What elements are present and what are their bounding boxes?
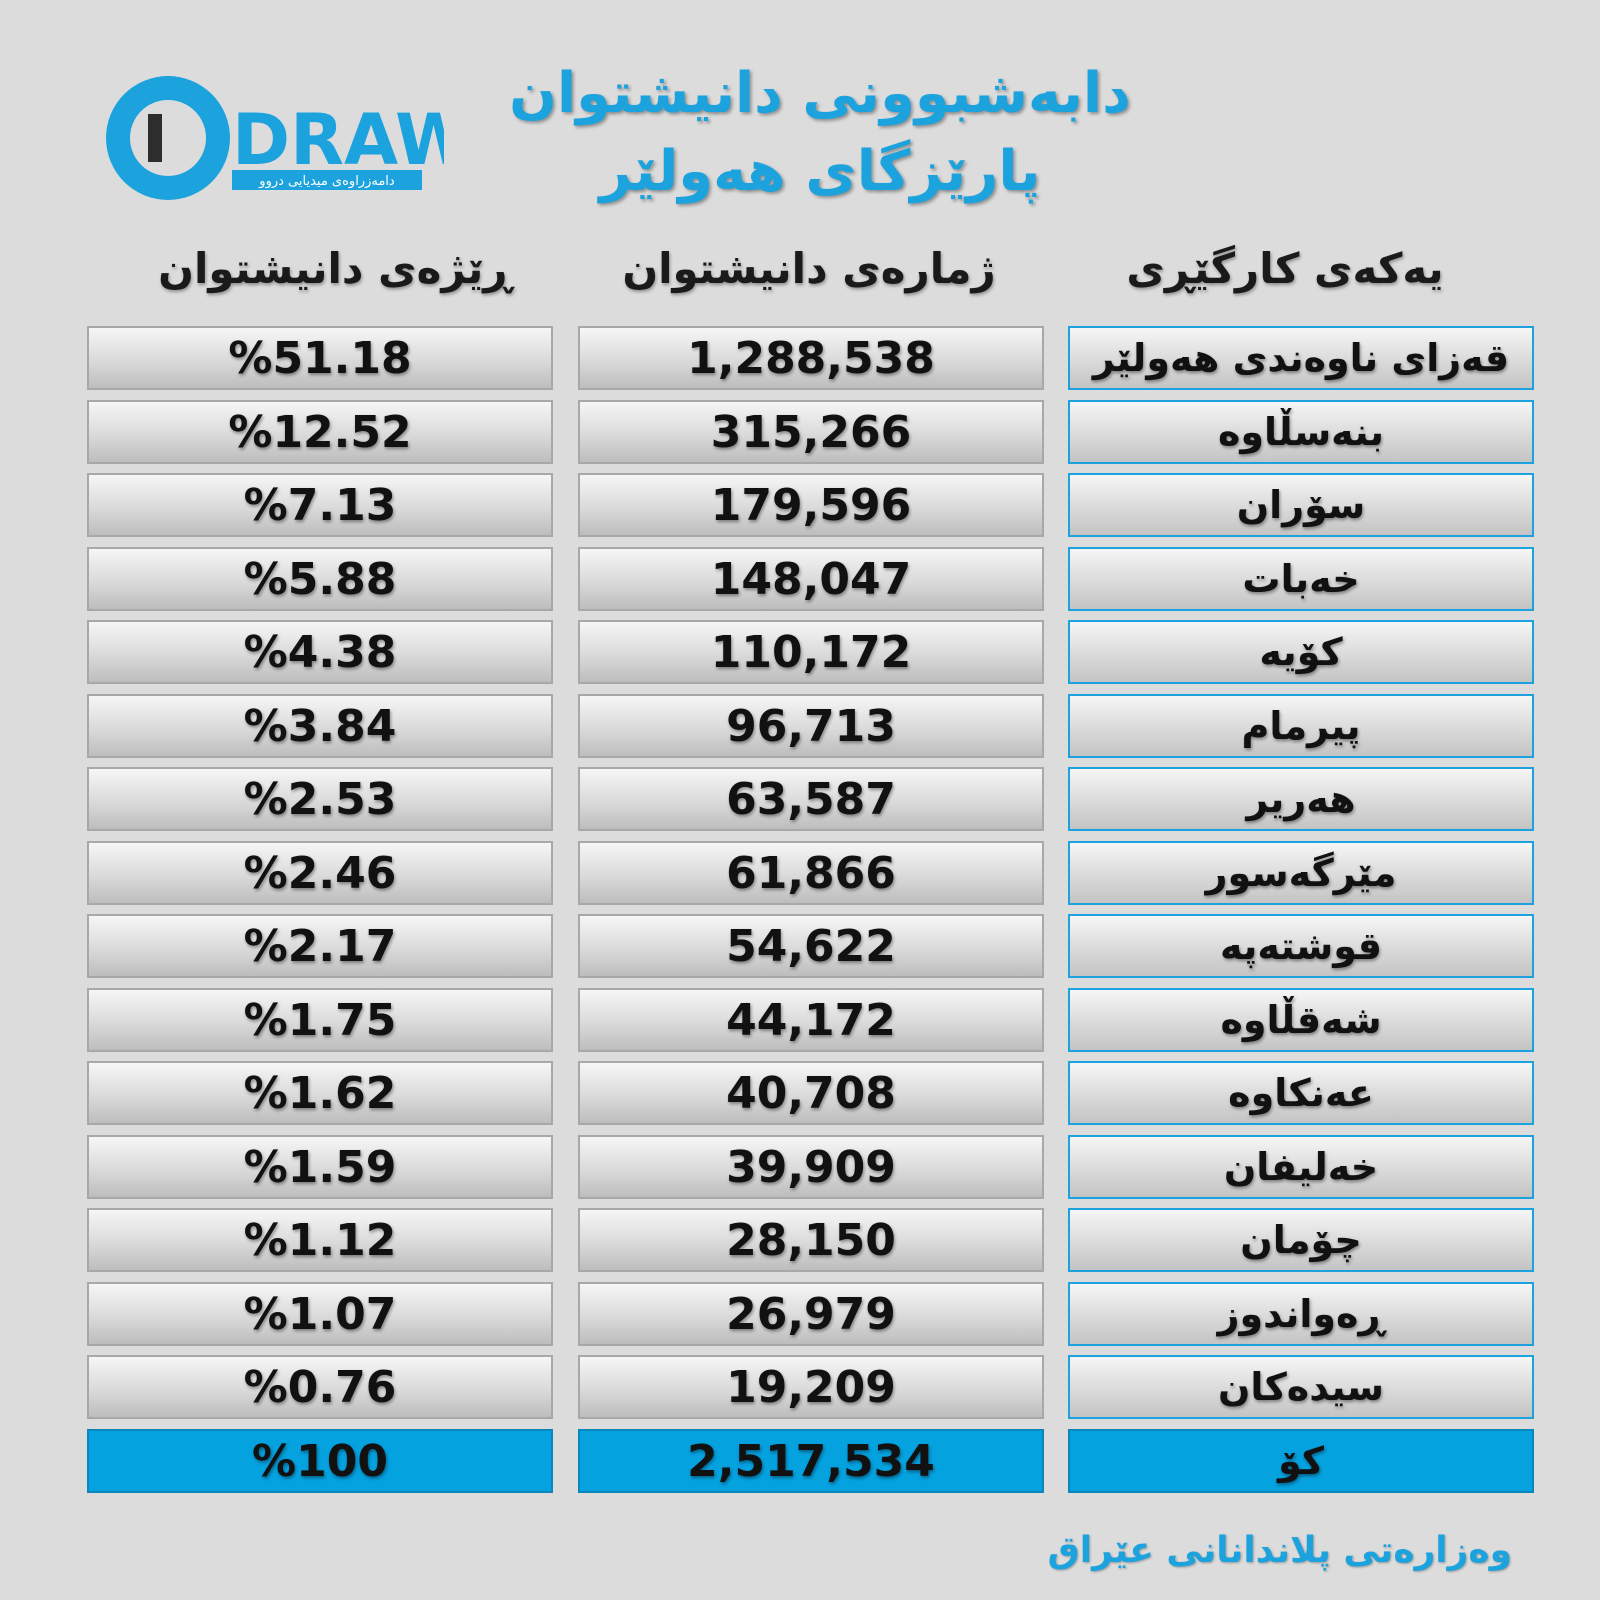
table-share-cell: %0.76 <box>87 1355 553 1419</box>
table-share-cell: %1.07 <box>87 1282 553 1346</box>
page-title-line1: دابەشبوونی دانیشتوان <box>509 61 1131 126</box>
table-unit-cell: هەریر <box>1068 767 1534 831</box>
table-population-cell: 110,172 <box>578 620 1044 684</box>
table-unit-cell: شەقڵاوە <box>1068 988 1534 1052</box>
table-unit-cell: مێرگەسور <box>1068 841 1534 905</box>
table-population-cell: 40,708 <box>578 1061 1044 1125</box>
table-population-cell: 44,172 <box>578 988 1044 1052</box>
table-share-cell: %2.53 <box>87 767 553 831</box>
table-unit-cell: بنەسڵاوە <box>1068 400 1534 464</box>
table-unit-cell: خەبات <box>1068 547 1534 611</box>
total-unit-cell: کۆ <box>1068 1429 1534 1493</box>
column-header-population: ژمارەی دانیشتوان <box>622 244 996 293</box>
page-title-line2: پارێزگای هەولێر <box>599 139 1041 204</box>
logo-tagline: دامەزراوەی میدیایی دروو <box>258 174 395 189</box>
total-share-cell: %100 <box>87 1429 553 1493</box>
table-population-cell: 19,209 <box>578 1355 1044 1419</box>
table-share-cell: %1.12 <box>87 1208 553 1272</box>
table-share-cell: %3.84 <box>87 694 553 758</box>
logo-wordmark: DRAW <box>232 99 444 181</box>
table-share-cell: %5.88 <box>87 547 553 611</box>
table-unit-cell: کۆیە <box>1068 620 1534 684</box>
table-population-cell: 63,587 <box>578 767 1044 831</box>
table-population-cell: 315,266 <box>578 400 1044 464</box>
table-population-cell: 28,150 <box>578 1208 1044 1272</box>
table-share-cell: %12.52 <box>87 400 553 464</box>
table-unit-cell: خەلیفان <box>1068 1135 1534 1199</box>
column-header-unit: یەکەی کارگێڕی <box>1126 244 1444 293</box>
table-share-cell: %4.38 <box>87 620 553 684</box>
table-population-cell: 26,979 <box>578 1282 1044 1346</box>
table-share-cell: %1.62 <box>87 1061 553 1125</box>
table-population-cell: 96,713 <box>578 694 1044 758</box>
table-unit-cell: قەزای ناوەندی هەولێر <box>1068 326 1534 390</box>
table-unit-cell: عەنکاوە <box>1068 1061 1534 1125</box>
table-share-cell: %1.75 <box>87 988 553 1052</box>
table-unit-cell: سۆران <box>1068 473 1534 537</box>
table-share-cell: %1.59 <box>87 1135 553 1199</box>
table-population-cell: 39,909 <box>578 1135 1044 1199</box>
table-share-cell: %2.46 <box>87 841 553 905</box>
table-unit-cell: چۆمان <box>1068 1208 1534 1272</box>
table-share-cell: %51.18 <box>87 326 553 390</box>
table-unit-cell: پیرمام <box>1068 694 1534 758</box>
table-unit-cell: سیدەکان <box>1068 1355 1534 1419</box>
table-share-cell: %2.17 <box>87 914 553 978</box>
total-population-cell: 2,517,534 <box>578 1429 1044 1493</box>
table-share-cell: %7.13 <box>87 473 553 537</box>
table-population-cell: 148,047 <box>578 547 1044 611</box>
table-population-cell: 61,866 <box>578 841 1044 905</box>
table-unit-cell: ڕەواندوز <box>1068 1282 1534 1346</box>
table-population-cell: 179,596 <box>578 473 1044 537</box>
table-population-cell: 54,622 <box>578 914 1044 978</box>
column-header-share: ڕێژەی دانیشتوان <box>158 244 512 293</box>
table-population-cell: 1,288,538 <box>578 326 1044 390</box>
table-unit-cell: قوشتەپە <box>1068 914 1534 978</box>
draw-logo: DRAW دامەزراوەی میدیایی دروو <box>106 76 444 200</box>
source-credit: وەزارەتی پلاندانانی عێراق <box>1047 1530 1512 1571</box>
